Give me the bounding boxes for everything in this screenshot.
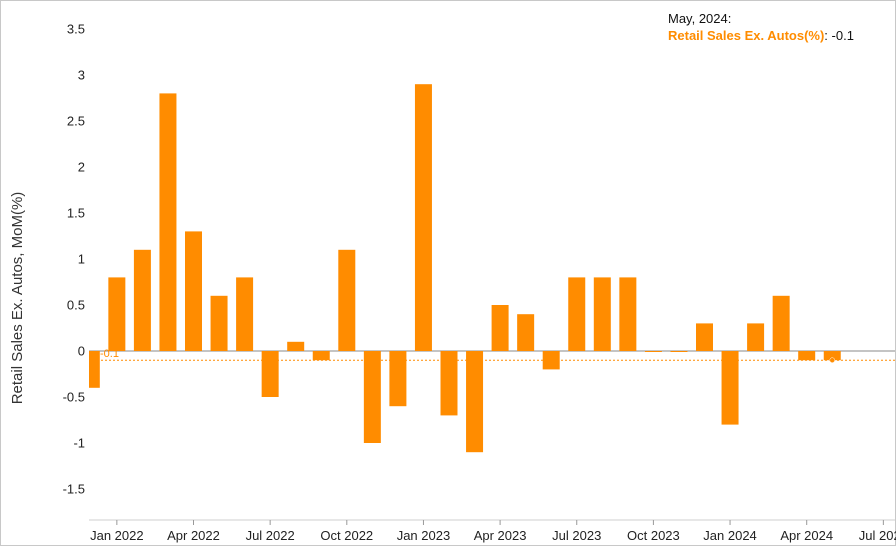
- y-axis: -1.5 -1 -0.5 0 0.5 1 1.5 2 2.5 3 3.5: [63, 22, 85, 497]
- bar[interactable]: Mar 2024: 0.6: [772, 295, 790, 351]
- hover-tooltip: May, 2024: Retail Sales Ex. Autos(%): -0…: [668, 10, 854, 44]
- y-tick-label: 1.5: [67, 206, 85, 221]
- x-axis: Jan 2022 Apr 2022 Jul 2022 Oct 2022 Jan 2023…: [89, 350, 896, 543]
- bar[interactable]: Nov 2022: -1: [363, 351, 381, 443]
- bar[interactable]: May 2022: 0.6: [210, 295, 228, 351]
- bar[interactable]: Feb 2024: 0.3: [747, 323, 765, 351]
- y-axis-title: Retail Sales Ex. Autos, MoM(%): [9, 192, 26, 405]
- y-tick-label: 2: [78, 160, 85, 175]
- bar[interactable]: Dec 2022: -0.6: [389, 351, 407, 407]
- bar[interactable]: Jan 2023: 2.9: [414, 84, 432, 351]
- bar[interactable]: May 2023: 0.4: [517, 314, 535, 351]
- bar[interactable]: Jan 2024: -0.8: [721, 351, 739, 425]
- bar[interactable]: Sep 2022: -0.1: [312, 351, 330, 361]
- bar[interactable]: Sep 2023: 0.8: [619, 277, 637, 351]
- bar[interactable]: Feb 2023: -0.7: [440, 351, 458, 416]
- y-tick-label: 2.5: [67, 114, 85, 129]
- tooltip-series-name: Retail Sales Ex. Autos(%): [668, 28, 825, 43]
- x-tick-label: Jan 2024: [703, 528, 757, 543]
- tooltip-value: : -0.1: [824, 28, 854, 43]
- bar[interactable]: Jun 2022: 0.8: [236, 277, 254, 351]
- bar[interactable]: Dec 2021: -0.4: [89, 351, 100, 388]
- bar[interactable]: Apr 2023: 0.5: [491, 305, 509, 351]
- y-tick-label: -1: [73, 436, 85, 451]
- bar[interactable]: Aug 2023: 0.8: [593, 277, 611, 351]
- bar[interactable]: Apr 2022: 1.3: [185, 231, 202, 351]
- y-tick-label: 0: [78, 344, 85, 359]
- x-tick-label: Apr 2023: [474, 528, 527, 543]
- x-tick-label: Oct 2023: [627, 528, 680, 543]
- bar[interactable]: Jul 2023: 0.8: [568, 277, 586, 351]
- y-tick-label: 3.5: [67, 22, 85, 37]
- bar[interactable]: May 2024: -0.1: [823, 351, 841, 361]
- bar[interactable]: Nov 2023: 0: [670, 351, 688, 352]
- bar[interactable]: Jul 2022: -0.5: [261, 351, 279, 397]
- x-tick-label: Apr 2024: [780, 528, 833, 543]
- x-tick-label: Jul 2023: [552, 528, 601, 543]
- x-tick-label: Jan 2023: [397, 528, 451, 543]
- tooltip-series-row: Retail Sales Ex. Autos(%): -0.1: [668, 27, 854, 44]
- bar[interactable]: Mar 2022: 2.8: [159, 93, 177, 352]
- y-tick-label: 3: [78, 68, 85, 83]
- bar[interactable]: Oct 2023: 0: [644, 351, 662, 352]
- reference-line-label: -0.1: [100, 348, 119, 360]
- y-tick-label: 0.5: [67, 298, 85, 313]
- bar[interactable]: Mar 2023: -1.1: [466, 351, 484, 453]
- tooltip-date: May, 2024:: [668, 11, 732, 26]
- x-tick-label: Jan 2022: [90, 528, 144, 543]
- bar[interactable]: Apr 2024: -0.1: [798, 351, 816, 361]
- bar[interactable]: Jan 2022: 0.8: [108, 277, 126, 351]
- x-tick-label: Jul 2022: [246, 528, 295, 543]
- bars: Dec 2021: -0.4 Jan 2022: 0.8 Feb 2022: 1.1…: [89, 84, 841, 453]
- bar[interactable]: Dec 2023: 0.3: [696, 323, 713, 351]
- bar[interactable]: Jun 2023: -0.2: [542, 351, 560, 370]
- bar[interactable]: Aug 2022: 0.1: [287, 341, 305, 351]
- y-tick-label: -1.5: [63, 482, 85, 497]
- x-tick-label: Oct 2022: [320, 528, 373, 543]
- y-tick-label: -0.5: [63, 390, 85, 405]
- hover-marker: [829, 357, 835, 363]
- x-tick-label: Jul 2024: [859, 528, 896, 543]
- bar[interactable]: Oct 2022: 1.1: [338, 249, 356, 351]
- bar[interactable]: Feb 2022: 1.1: [133, 249, 151, 351]
- x-tick-label: Apr 2022: [167, 528, 220, 543]
- reference-line-group: -0.1: [89, 348, 895, 363]
- y-tick-label: 1: [78, 252, 85, 267]
